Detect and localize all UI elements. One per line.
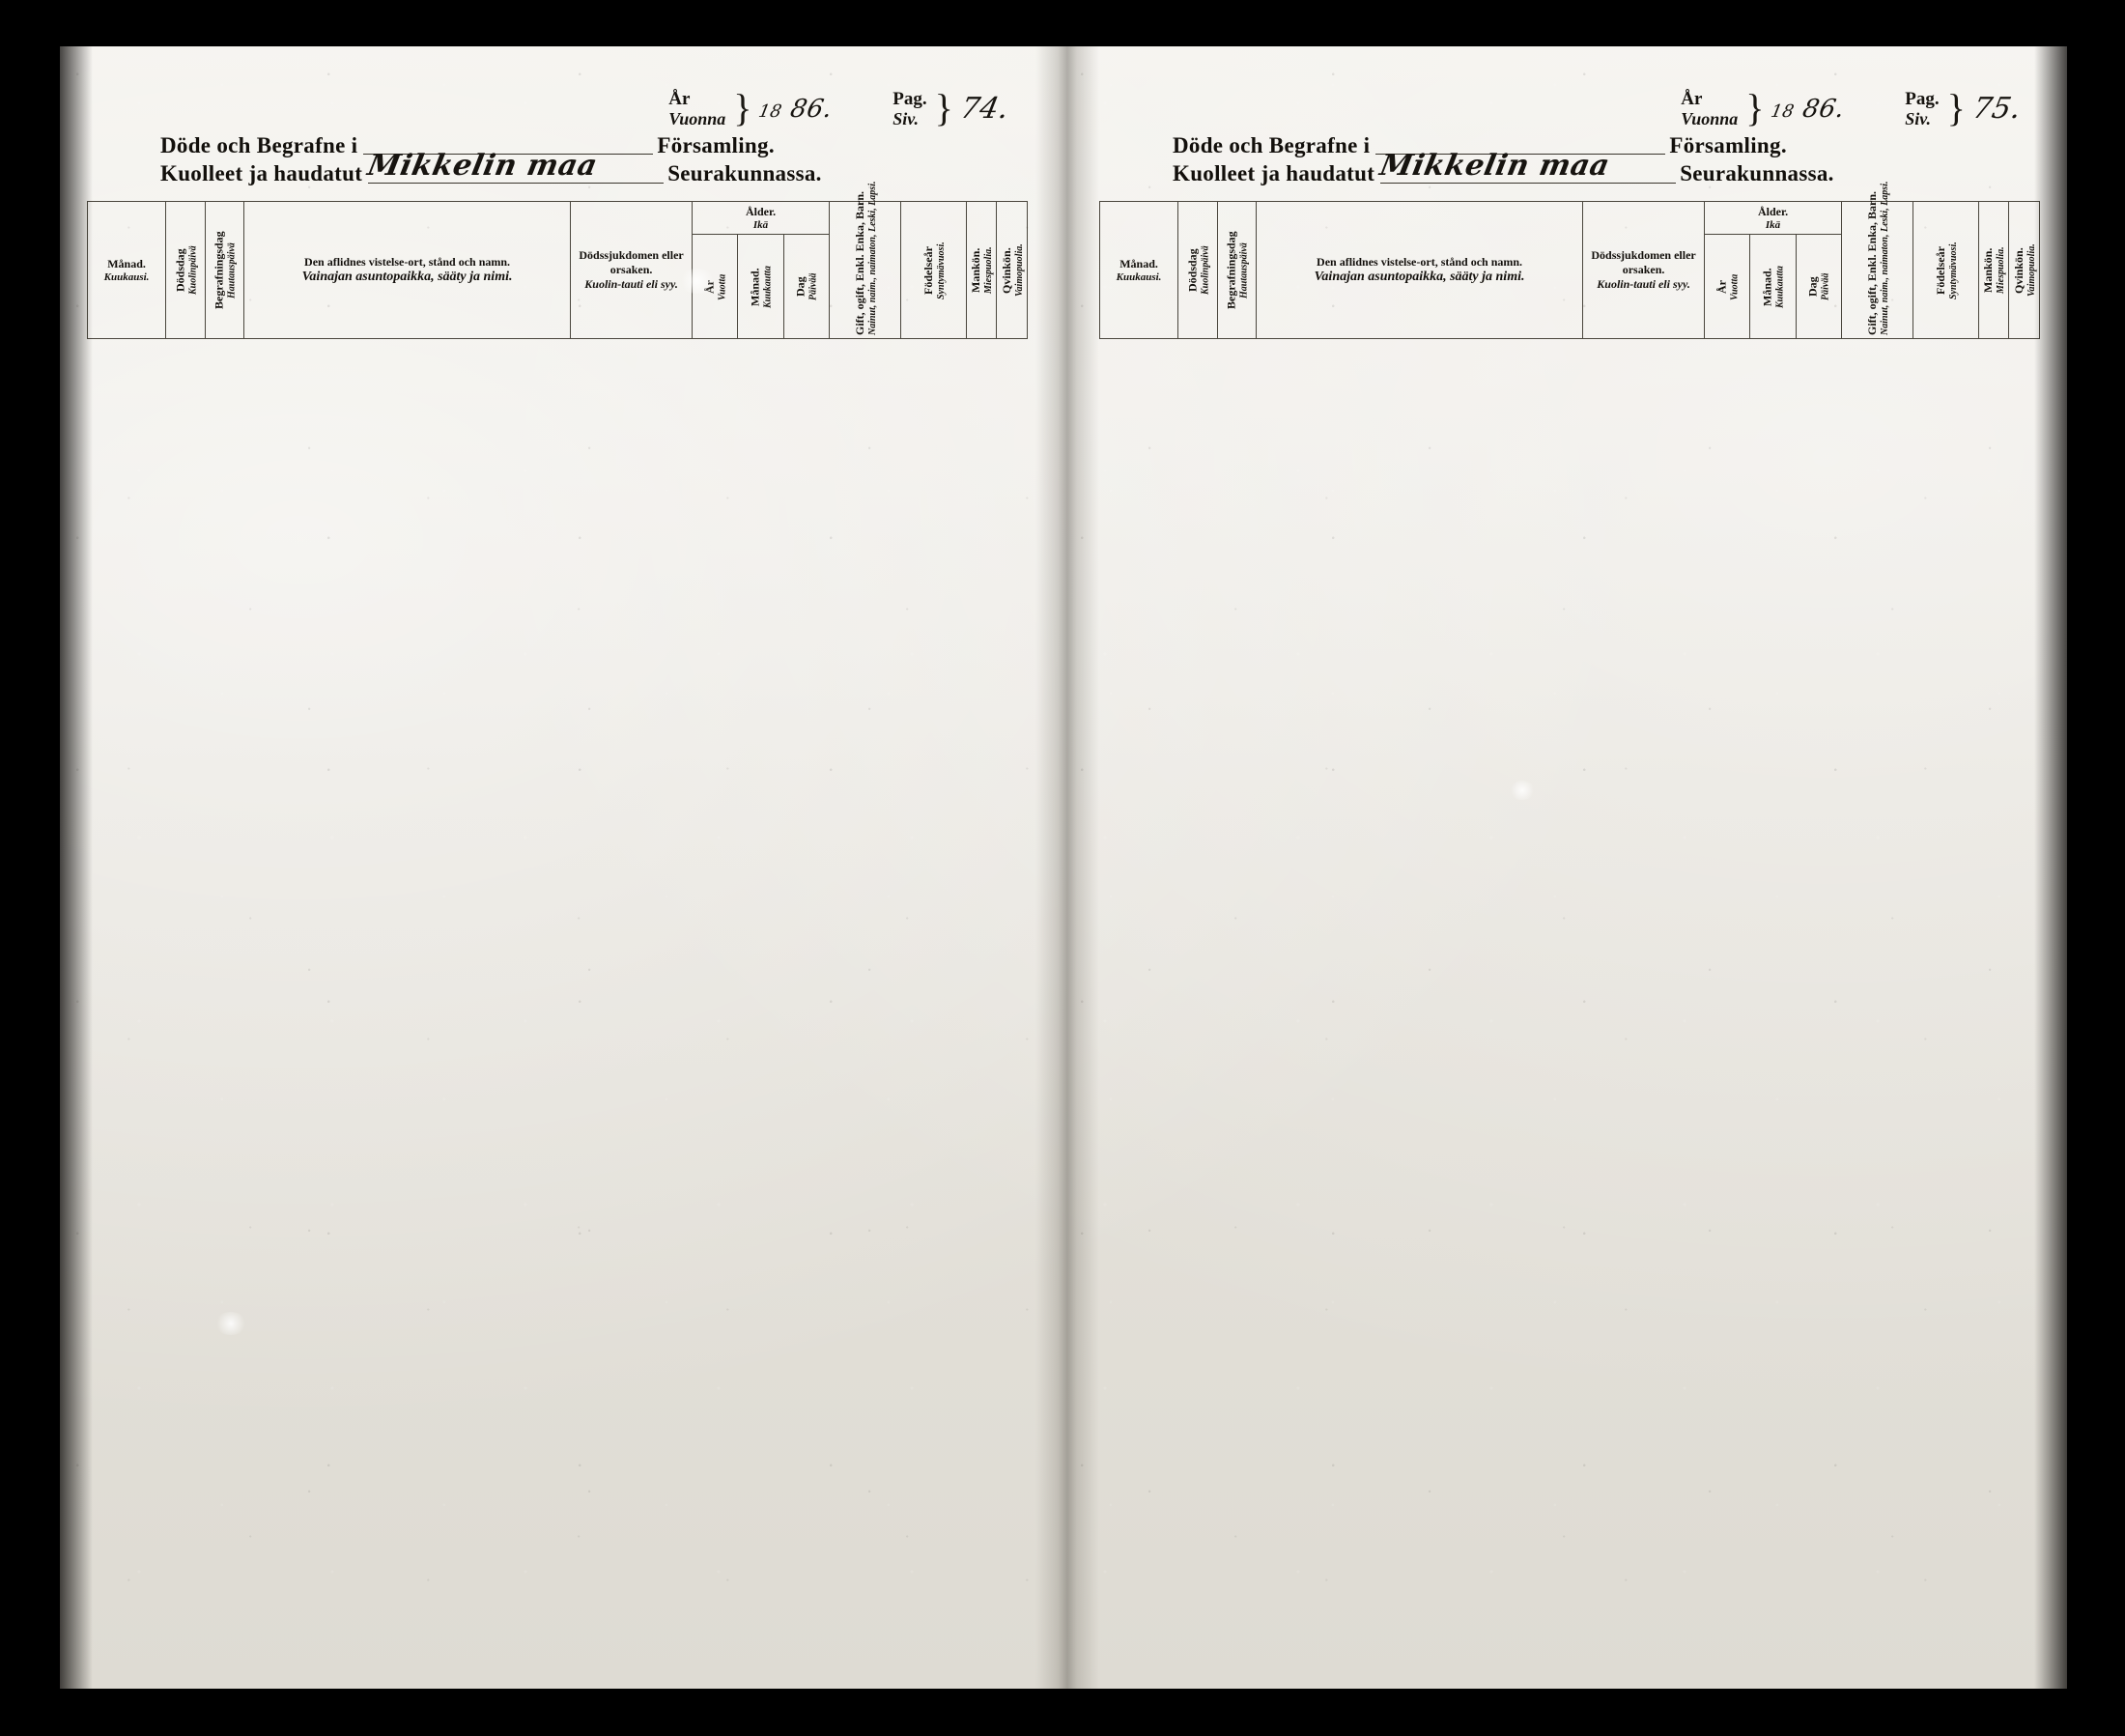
col-age-years: År Vuotta: [692, 234, 738, 339]
right-register-table: Månad. Kuukausi. Dödsdag Kuolinpäivä Beg…: [1098, 182, 2040, 1650]
right-table-body: [1100, 339, 2040, 1650]
title-fi-prefix: Kuolleet ja haudatut: [1173, 161, 1375, 186]
col-month: Månad. Kuukausi.: [1098, 201, 1179, 339]
right-year-value: 18 86.: [1769, 94, 1848, 124]
right-table-head: Månad. Kuukausi. Dödsdag Kuolinpäivä Beg…: [1098, 182, 2040, 339]
year-prefix: 18: [1769, 100, 1797, 122]
title-fi-suffix: Seurakunnassa.: [667, 161, 822, 186]
left-table-head: Månad. Kuukausi. Dödsdag Kuolinpäivä Beg…: [86, 182, 1028, 339]
year-label-sv: År: [1681, 89, 1703, 109]
year-label-sv: År: [668, 89, 691, 109]
col-female-count: Qvinkön. Vaimopuolia.: [2008, 201, 2040, 339]
right-page-header: År Vuonna } 18 86. Pag. Siv. } 75.: [1072, 68, 2067, 193]
title-fi-prefix: Kuolleet ja haudatut: [160, 161, 363, 186]
year-label-fi: Vuonna: [668, 109, 726, 129]
pag-label-sv: Pag.: [1905, 89, 1940, 109]
col-age-years: År Vuotta: [1704, 234, 1750, 339]
pag-brace-icon: }: [1946, 86, 1966, 130]
col-marital-status: Gift, ogift, Enkl. Enka, Barn. Nainut, n…: [829, 182, 901, 339]
col-age-days: Dag Päivää: [783, 234, 830, 339]
col-age-group: Ålder. Ikä: [692, 201, 830, 235]
left-register-table: Månad. Kuukausi. Dödsdag Kuolinpäivä Beg…: [86, 182, 1028, 1650]
col-female-count: Qvinkön. Vaimopuolia.: [996, 201, 1028, 339]
left-pag-field: Pag. Siv. } 74.: [892, 86, 1012, 130]
col-cause-of-death: Dödssjukdomen eller orsaken. Kuolin-taut…: [569, 201, 694, 339]
left-page-header: År Vuonna } 18 86. Pag. Siv. } 74.: [60, 68, 1055, 193]
title-fi-suffix: Seurakunnassa.: [1680, 161, 1834, 186]
right-page-number: 75.: [1969, 92, 2025, 127]
pag-label-fi: Siv.: [1905, 109, 1932, 129]
year-brace-icon: }: [733, 86, 752, 130]
pag-label-sv: Pag.: [892, 89, 927, 109]
col-age-days: Dag Päivää: [1796, 234, 1842, 339]
col-death-day: Dödsdag Kuolinpäivä: [165, 201, 206, 339]
col-name-residence: Den aflidnes vistelse-ort, stånd och nam…: [1256, 201, 1583, 339]
left-year-field: År Vuonna } 18 86.: [668, 86, 836, 130]
col-age-months: Månad. Kuukautta: [737, 234, 784, 339]
col-birth-year: Födelseår Syntymävuosi.: [1912, 201, 1979, 339]
col-marital-status: Gift, ogift, Enkl. Enka, Barn. Nainut, n…: [1841, 182, 1913, 339]
col-male-count: Mankön. Miespuolia.: [966, 201, 997, 339]
col-male-count: Mankön. Miespuolia.: [1978, 201, 2009, 339]
left-parish-name: Mikkelin maa: [364, 149, 601, 184]
title-sv-suffix: Församling.: [657, 133, 775, 157]
title-row-finnish: Kuolleet ja haudatut Mikkelin maa Seurak…: [160, 149, 1016, 187]
pag-label: Pag. Siv.: [892, 89, 926, 128]
pag-brace-icon: }: [934, 86, 953, 130]
left-page-number: 74.: [957, 92, 1012, 127]
right-title-block: Döde och Begrafne i Församling. Kuolleet…: [1173, 131, 2028, 188]
col-month: Månad. Kuukausi.: [86, 201, 167, 339]
col-name-residence: Den aflidnes vistelse-ort, stånd och nam…: [243, 201, 571, 339]
parish-blank-line-sv: [363, 135, 654, 156]
parish-blank-line-fi: Mikkelin maa: [365, 149, 665, 184]
left-year-value: 18 86.: [756, 94, 836, 124]
year-prefix: 18: [756, 100, 784, 122]
title-sv-prefix: Döde och Begrafne i: [1173, 133, 1371, 157]
year-label-fi: Vuonna: [1681, 109, 1739, 129]
col-death-day: Dödsdag Kuolinpäivä: [1177, 201, 1218, 339]
col-age-months: Månad. Kuukautta: [1749, 234, 1797, 339]
register-spread: År Vuonna } 18 86. Pag. Siv. } 74.: [60, 46, 2067, 1689]
col-cause-of-death: Dödssjukdomen eller orsaken. Kuolin-taut…: [1581, 201, 1706, 339]
year-brace-icon: }: [1745, 86, 1765, 130]
col-age-group: Ålder. Ikä: [1704, 201, 1842, 235]
title-row-swedish: Döde och Begrafne i Församling.: [1173, 131, 2028, 159]
left-title-block: Döde och Begrafne i Församling. Kuolleet…: [160, 131, 1016, 188]
right-year-field: År Vuonna } 18 86.: [1681, 86, 1848, 130]
right-pag-field: Pag. Siv. } 75.: [1905, 86, 2025, 130]
pag-label-fi: Siv.: [892, 109, 920, 129]
left-table-body: [88, 339, 1028, 1650]
pag-label: Pag. Siv.: [1905, 89, 1939, 128]
left-register-page: År Vuonna } 18 86. Pag. Siv. } 74.: [60, 46, 1055, 1689]
col-birth-year: Födelseår Syntymävuosi.: [900, 201, 967, 339]
parish-blank-line-fi: Mikkelin maa: [1377, 149, 1677, 184]
parish-blank-line-sv: [1375, 135, 1666, 156]
title-row-swedish: Döde och Begrafne i Församling.: [160, 131, 1016, 159]
right-year-digits: 86: [1800, 94, 1840, 124]
right-parish-name: Mikkelin maa: [1376, 149, 1613, 184]
col-burial-day: Begrafningsdag Hautauspäivä: [1217, 201, 1257, 339]
title-row-finnish: Kuolleet ja haudatut Mikkelin maa Seurak…: [1173, 149, 2028, 187]
year-label: År Vuonna: [668, 89, 725, 128]
year-label: År Vuonna: [1681, 89, 1738, 128]
right-register-page: År Vuonna } 18 86. Pag. Siv. } 75.: [1072, 46, 2067, 1689]
col-burial-day: Begrafningsdag Hautauspäivä: [205, 201, 244, 339]
title-sv-prefix: Döde och Begrafne i: [160, 133, 358, 157]
title-sv-suffix: Församling.: [1669, 133, 1787, 157]
left-year-digits: 86: [788, 94, 828, 124]
